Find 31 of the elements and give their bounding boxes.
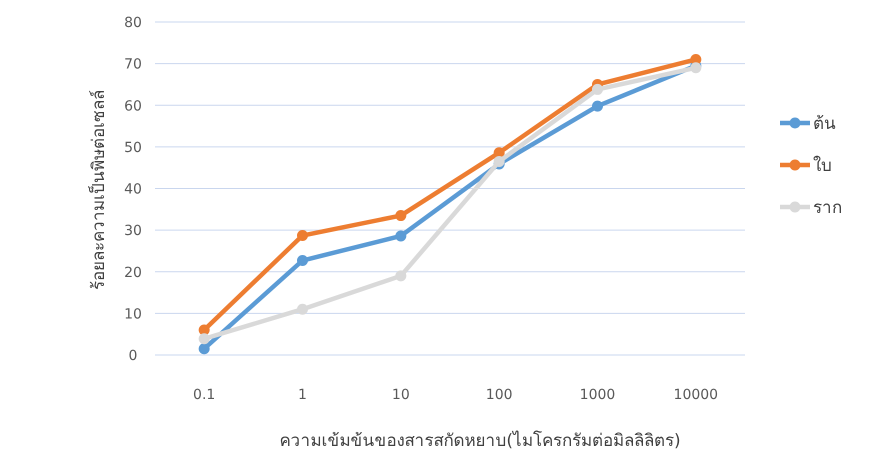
x-axis-title: ความเข้มข้นของสารสกัดหยาบ(ไมโครกรัมต่อมิลลิลิตร) <box>279 430 681 451</box>
y-tick-label: 30 <box>124 223 142 240</box>
x-tick-label: 10 <box>392 387 410 403</box>
legend-label: ต้น <box>813 114 836 134</box>
point <box>395 270 406 282</box>
point <box>297 230 308 242</box>
x-tick-label: 10000 <box>674 387 718 403</box>
y-tick-label: 70 <box>124 56 142 73</box>
legend-label: ราก <box>813 198 842 218</box>
x-tick-label: 1000 <box>580 387 616 403</box>
point <box>297 255 308 266</box>
point <box>297 304 308 315</box>
point <box>395 210 406 222</box>
y-tick-label: 60 <box>124 98 142 114</box>
y-axis-title: ร้อยละความเป็นพิษต่อเซลล์ <box>87 90 109 290</box>
point <box>592 84 603 95</box>
point <box>395 230 406 242</box>
y-tick-label: 80 <box>124 15 142 31</box>
y-tick-label: 0 <box>128 348 138 364</box>
point <box>198 333 210 344</box>
point <box>494 156 505 167</box>
y-tick-label: 40 <box>124 182 142 198</box>
x-tick-label: 0.1 <box>193 387 216 403</box>
point <box>592 100 603 112</box>
legend-label: ใบ <box>813 155 832 176</box>
y-tick-label: 20 <box>124 264 142 281</box>
point <box>198 343 210 354</box>
x-tick-label: 100 <box>486 387 513 403</box>
y-tick-label: 50 <box>124 140 142 156</box>
y-tick-label: 10 <box>124 306 142 322</box>
x-tick-label: 1 <box>298 387 307 403</box>
